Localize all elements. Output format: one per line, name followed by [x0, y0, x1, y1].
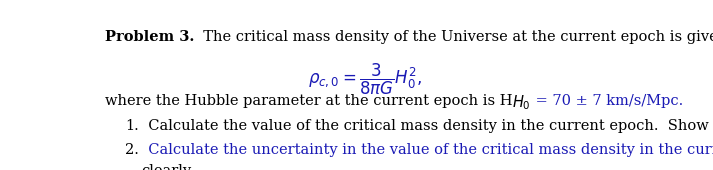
Text: $H_0$: $H_0$: [512, 94, 531, 112]
Text: The critical mass density of the Universe at the current epoch is given by: The critical mass density of the Univers…: [194, 30, 713, 44]
Text: $\rho_{c,0} = \dfrac{3}{8\pi G}H_0^2,$: $\rho_{c,0} = \dfrac{3}{8\pi G}H_0^2,$: [308, 62, 423, 98]
Text: Problem 3.: Problem 3.: [105, 30, 194, 44]
Text: Calculate the value of the critical mass density in the current epoch.  Show you: Calculate the value of the critical mass…: [139, 119, 713, 133]
Text: Calculate the uncertainty in the value of the critical mass density in the curre: Calculate the uncertainty in the value o…: [139, 143, 713, 157]
Text: = 70 ± 7 km/s/Mpc.: = 70 ± 7 km/s/Mpc.: [531, 94, 683, 108]
Text: clearly.: clearly.: [142, 164, 195, 170]
Text: 1.: 1.: [125, 119, 139, 133]
Text: where the Hubble parameter at the current epoch is H: where the Hubble parameter at the curren…: [105, 94, 512, 108]
Text: 2.: 2.: [125, 143, 139, 157]
